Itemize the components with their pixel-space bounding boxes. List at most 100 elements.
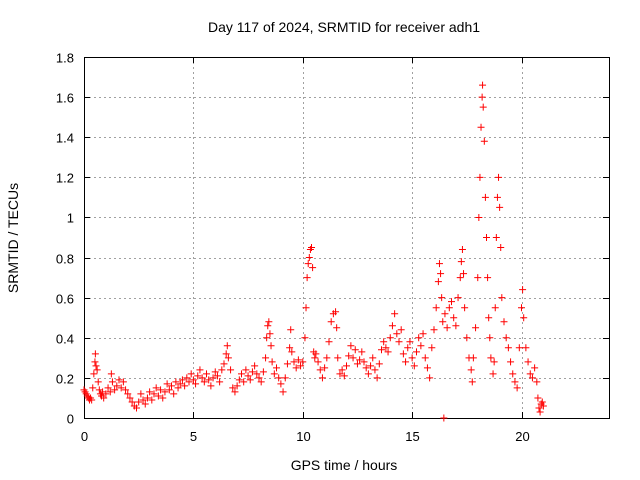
data-point [468, 378, 476, 386]
data-point [150, 390, 158, 398]
data-point [404, 344, 412, 352]
data-point [122, 386, 130, 394]
data-point [358, 348, 366, 356]
data-point [275, 374, 283, 382]
data-point [119, 378, 127, 386]
data-point [93, 366, 101, 374]
data-point [445, 304, 453, 312]
data-point [231, 388, 239, 396]
data-point [203, 370, 210, 378]
data-point [410, 362, 418, 370]
data-point [148, 396, 156, 404]
data-point [421, 354, 429, 362]
y-tick-label: 0 [67, 412, 74, 427]
chart-title: Day 117 of 2024, SRMTID for receiver adh… [208, 19, 480, 35]
data-point [502, 334, 510, 342]
data-point [479, 103, 487, 111]
data-point [137, 390, 145, 398]
data-point [263, 334, 271, 342]
data-point [509, 370, 517, 378]
data-point [299, 358, 307, 366]
data-point [303, 274, 311, 282]
data-point [528, 374, 536, 382]
data-point [490, 358, 498, 366]
data-point [413, 348, 420, 356]
data-point [235, 376, 243, 384]
x-axis-label: GPS time / hours [291, 457, 398, 473]
data-point [432, 304, 440, 312]
data-point [423, 364, 431, 372]
data-point [267, 342, 275, 350]
data-point [437, 270, 445, 278]
data-point [294, 356, 302, 364]
data-point [159, 394, 167, 402]
data-point [213, 372, 221, 380]
data-point [450, 314, 458, 322]
data-point [113, 382, 121, 390]
data-point [484, 274, 492, 282]
data-point [463, 334, 471, 342]
data-point [168, 382, 175, 390]
data-point [524, 358, 532, 366]
data-point [189, 376, 197, 384]
data-point [264, 322, 272, 330]
data-point [435, 260, 443, 268]
x-tick-label: 5 [190, 429, 197, 444]
data-point [336, 370, 344, 378]
data-point [347, 342, 355, 350]
data-point [406, 338, 414, 346]
data-point [397, 326, 405, 334]
data-point [304, 260, 312, 268]
y-tick-label: 1.8 [56, 51, 74, 66]
data-point [515, 344, 523, 352]
data-point [218, 366, 226, 374]
data-point [146, 388, 154, 396]
data-point [500, 318, 508, 326]
data-point [478, 93, 486, 101]
y-tick-label: 0.2 [56, 372, 74, 387]
data-point [133, 404, 140, 412]
data-point [262, 354, 270, 362]
data-point [460, 270, 468, 278]
data-point [318, 374, 326, 382]
data-point [369, 354, 377, 362]
data-point [170, 390, 178, 398]
data-point [126, 394, 134, 402]
data-point [507, 358, 515, 366]
data-point [367, 362, 375, 370]
data-point [286, 344, 294, 352]
data-point [309, 264, 317, 272]
data-point [474, 274, 482, 282]
data-point [107, 370, 115, 378]
y-tick-label: 0.8 [56, 252, 74, 267]
data-point [345, 352, 353, 360]
data-point [327, 318, 335, 326]
data-point [364, 370, 372, 378]
data-point [211, 368, 219, 376]
data-point [287, 326, 295, 334]
data-point [240, 378, 248, 386]
data-point [454, 294, 462, 302]
data-point [266, 330, 274, 338]
data-point [362, 364, 370, 372]
data-point [244, 372, 252, 380]
data-point [302, 304, 310, 312]
data-point [456, 274, 464, 282]
data-point [143, 394, 151, 402]
data-point [297, 362, 305, 370]
data-point [233, 382, 241, 390]
y-axis-label: SRMTID / TECUs [5, 183, 21, 293]
data-point [426, 374, 434, 382]
y-tick-label: 1.6 [56, 91, 74, 106]
data-point [485, 314, 493, 322]
data-point [504, 344, 512, 352]
data-point [492, 234, 500, 241]
data-point [391, 310, 399, 318]
data-point [108, 378, 116, 386]
data-point [373, 374, 381, 382]
data-point [259, 368, 267, 376]
data-point [139, 396, 147, 404]
data-point [200, 378, 208, 386]
data-point [479, 81, 487, 89]
